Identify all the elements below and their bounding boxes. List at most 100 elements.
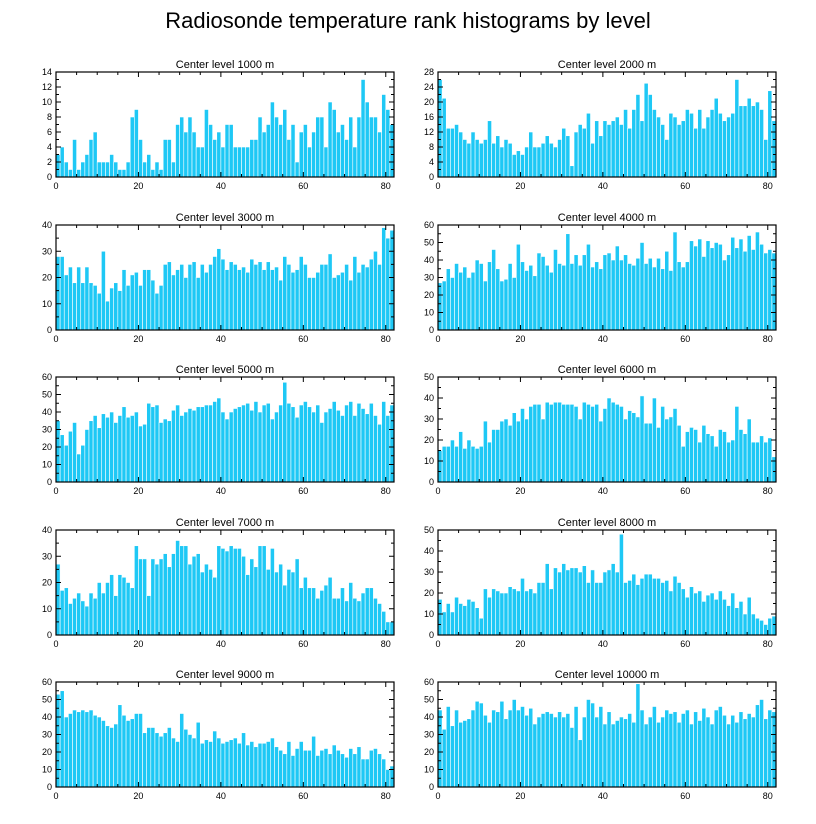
histogram-bar <box>195 553 201 636</box>
histogram-bar <box>586 699 591 788</box>
histogram-bar <box>581 401 587 483</box>
histogram-bar <box>717 706 723 788</box>
histogram-bar <box>516 709 521 788</box>
histogram-bar <box>668 590 674 636</box>
histogram-bar <box>507 586 513 636</box>
y-tick-label: 10 <box>424 456 434 466</box>
histogram-bar <box>544 563 550 636</box>
histogram-bar <box>672 408 678 483</box>
y-tick-label: 30 <box>42 425 52 435</box>
histogram-bar <box>713 242 719 331</box>
histogram-bar <box>245 271 251 331</box>
histogram-bar <box>631 721 637 788</box>
histogram-bar <box>228 124 234 178</box>
histogram-bar <box>319 590 325 636</box>
histogram-bar <box>750 249 756 331</box>
histogram-bar <box>705 594 711 636</box>
histogram-bar <box>323 146 329 178</box>
histogram-bar <box>507 709 513 788</box>
histogram-bar <box>763 624 769 636</box>
histogram-bar <box>511 699 517 788</box>
histogram-bar <box>495 135 501 178</box>
histogram-bar <box>142 269 147 331</box>
histogram-bar <box>445 127 451 178</box>
main-title: Radiosonde temperature rank histograms b… <box>165 8 651 33</box>
histogram-bar <box>129 415 135 483</box>
histogram-bar <box>340 587 345 636</box>
histogram-bar <box>759 243 764 331</box>
histogram-bar <box>647 573 653 636</box>
histogram-bar <box>224 741 230 788</box>
histogram-bar <box>92 597 98 636</box>
histogram-bar <box>437 709 443 788</box>
histogram-bar <box>348 401 354 483</box>
y-tick-label: 50 <box>424 525 434 535</box>
histogram-bar <box>561 563 567 636</box>
histogram-bar <box>282 109 288 178</box>
y-tick-label: 60 <box>424 677 434 687</box>
histogram-bar <box>499 146 505 178</box>
histogram-bar <box>220 411 226 483</box>
histogram-bar <box>224 418 230 483</box>
x-tick-label: 80 <box>381 486 391 496</box>
histogram-bar <box>237 146 242 178</box>
histogram-bar <box>241 555 246 636</box>
histogram-bar <box>639 395 645 483</box>
histogram-bar <box>298 404 304 483</box>
histogram-bar <box>713 598 719 636</box>
histogram-bar <box>672 711 678 788</box>
histogram-bar <box>253 139 259 178</box>
histogram-bar <box>685 261 690 331</box>
histogram-bar <box>212 576 218 636</box>
histogram-bar <box>208 404 213 483</box>
histogram-bar <box>544 135 550 178</box>
histogram-bar <box>466 277 472 331</box>
histogram-bar <box>274 571 279 636</box>
histogram-bar <box>495 429 501 483</box>
histogram-bar <box>763 718 769 788</box>
histogram-bar <box>586 243 591 331</box>
y-tick-label: 20 <box>424 290 434 300</box>
histogram-bar <box>713 709 719 788</box>
histogram-bar <box>162 732 168 788</box>
histogram-bar <box>59 256 65 331</box>
histogram-bar <box>315 116 321 178</box>
histogram-bar <box>441 445 447 483</box>
histogram-bar <box>307 277 312 331</box>
histogram-bar <box>705 240 711 331</box>
histogram-bar <box>742 433 748 483</box>
histogram-bar <box>232 408 238 483</box>
histogram-bar <box>536 582 542 636</box>
histogram-bar <box>520 261 525 331</box>
histogram-bar <box>750 441 756 483</box>
histogram-bar <box>586 582 591 636</box>
histogram-bar <box>113 723 119 788</box>
histogram-bar <box>470 271 476 331</box>
histogram-bar <box>162 553 168 636</box>
histogram-bar <box>179 264 185 331</box>
histogram-bar <box>381 227 387 331</box>
histogram-bar <box>635 584 641 636</box>
y-tick-label: 10 <box>424 609 434 619</box>
histogram-bar <box>722 120 727 178</box>
histogram-bar <box>548 142 554 178</box>
histogram-bar <box>713 445 719 483</box>
histogram-bar <box>249 741 255 788</box>
histogram-bar <box>553 716 558 788</box>
histogram-bar <box>487 721 492 788</box>
histogram-bar <box>569 567 575 636</box>
histogram-bar <box>647 716 653 788</box>
histogram-bar <box>220 146 226 178</box>
histogram-bar <box>55 256 61 331</box>
histogram-bar <box>125 285 131 331</box>
histogram-bar <box>532 275 538 331</box>
y-tick-label: 10 <box>42 604 52 614</box>
histogram-bar <box>109 411 115 483</box>
histogram-bar <box>59 590 65 636</box>
y-tick-label: 20 <box>424 435 434 445</box>
histogram-bar <box>746 713 752 788</box>
histogram-bar <box>755 617 760 636</box>
y-tick-label: 30 <box>424 273 434 283</box>
histogram-bar <box>487 120 492 178</box>
histogram-bar <box>55 154 61 178</box>
